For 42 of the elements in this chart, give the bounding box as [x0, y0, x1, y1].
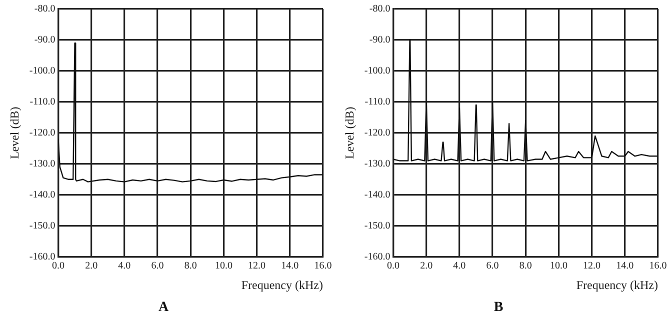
- x-tick-label: 2.0: [420, 260, 433, 272]
- x-axis-title: Frequency (kHz): [576, 278, 658, 292]
- y-tick-label: -90.0: [34, 34, 56, 46]
- y-tick-label: -160.0: [29, 251, 56, 262]
- y-tick-label: -130.0: [364, 158, 390, 170]
- x-tick-label: 8.0: [519, 260, 532, 272]
- y-tick-label: -140.0: [29, 189, 56, 200]
- y-tick-label: -110.0: [30, 96, 56, 108]
- text: B: [494, 300, 504, 316]
- x-tick-label: 8.0: [184, 260, 197, 272]
- y-tick-label: -150.0: [364, 220, 390, 232]
- x-tick-label: 12.0: [248, 260, 266, 272]
- y-tick-label: -90.0: [369, 34, 390, 46]
- y-axis-title: Level (dB): [7, 106, 22, 160]
- x-tick-label: 4.0: [453, 260, 466, 272]
- y-axis-title: Level (dB): [342, 106, 356, 160]
- x-tick-label: 4.0: [118, 260, 131, 272]
- y-tick-label: -120.0: [364, 128, 390, 139]
- y-tick-label: -100.0: [364, 66, 390, 77]
- x-tick-label: 16.0: [314, 260, 332, 272]
- y-tick-label: -110.0: [364, 96, 390, 108]
- x-tick-label: 0.0: [52, 260, 64, 272]
- x-tick-label: 10.0: [550, 260, 568, 272]
- x-tick-label: 14.0: [281, 260, 299, 272]
- x-tick-label: 12.0: [583, 260, 601, 272]
- y-tick-label: -80.0: [369, 4, 390, 15]
- y-tick-label: -80.0: [34, 4, 56, 15]
- x-tick-label: 14.0: [616, 260, 634, 272]
- y-tick-label: -160.0: [364, 251, 390, 262]
- x-axis-title: Frequency (kHz): [241, 278, 323, 292]
- y-tick-label: -100.0: [29, 66, 56, 77]
- x-tick-label: 6.0: [486, 260, 499, 272]
- y-tick-label: -120.0: [29, 128, 56, 139]
- x-tick-label: 2.0: [85, 260, 98, 272]
- x-tick-label: 6.0: [151, 260, 164, 272]
- x-tick-label: 10.0: [214, 260, 232, 272]
- y-tick-label: -140.0: [364, 189, 390, 200]
- x-tick-label: 0.0: [386, 260, 400, 272]
- text: A: [158, 300, 170, 316]
- x-tick-label: 16.0: [649, 260, 667, 272]
- y-tick-label: -130.0: [29, 158, 56, 170]
- y-tick-label: -150.0: [29, 220, 56, 232]
